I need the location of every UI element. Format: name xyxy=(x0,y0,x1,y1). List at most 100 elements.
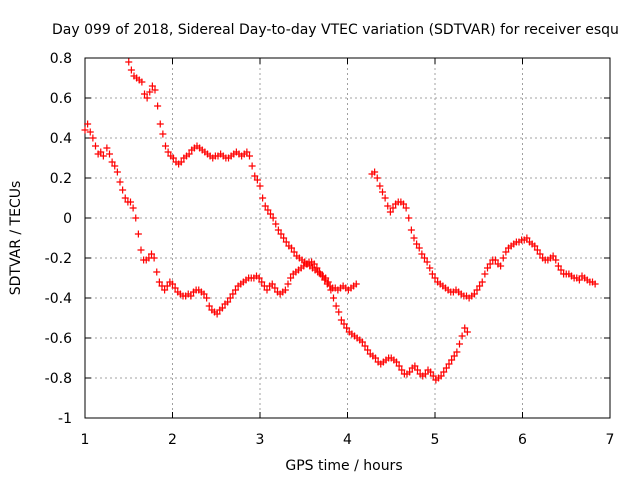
data-point xyxy=(407,226,415,234)
data-point xyxy=(476,282,484,290)
data-point xyxy=(470,290,478,298)
data-point xyxy=(499,254,507,262)
data-point xyxy=(463,328,471,336)
data-point xyxy=(405,214,413,222)
data-point xyxy=(155,278,163,286)
data-point xyxy=(81,126,89,134)
data-point xyxy=(429,372,437,380)
data-point xyxy=(423,258,431,266)
x-axis-label: GPS time / hours xyxy=(285,458,402,474)
data-point xyxy=(536,250,544,258)
data-point xyxy=(440,368,448,376)
data-point xyxy=(373,174,381,182)
data-point xyxy=(288,244,295,252)
x-tick-label: 7 xyxy=(606,432,615,448)
data-point xyxy=(108,158,116,166)
data-point xyxy=(337,316,345,324)
data-point xyxy=(450,352,458,360)
data-point xyxy=(164,148,172,156)
data-point xyxy=(343,324,351,332)
data-points xyxy=(81,58,599,384)
data-point xyxy=(330,294,337,302)
data-point xyxy=(431,274,439,282)
data-point xyxy=(243,148,251,156)
chart-title: Day 099 of 2018, Sidereal Day-to-day VTE… xyxy=(52,22,619,38)
data-point xyxy=(119,186,127,194)
data-point xyxy=(134,230,142,238)
data-point xyxy=(322,274,330,282)
data-point xyxy=(153,268,161,276)
data-point xyxy=(284,280,292,288)
data-point xyxy=(458,332,466,340)
data-point xyxy=(437,372,445,380)
data-point xyxy=(121,194,129,202)
data-point xyxy=(410,234,418,242)
data-point xyxy=(187,292,195,300)
data-point xyxy=(591,280,599,288)
data-point xyxy=(103,144,111,152)
data-point xyxy=(177,158,185,166)
data-point xyxy=(411,362,419,370)
data-point xyxy=(264,206,272,214)
data-point xyxy=(290,248,298,256)
data-point xyxy=(421,370,429,378)
y-tick-label: 0 xyxy=(63,211,72,227)
data-point xyxy=(427,368,435,376)
x-tick-label: 2 xyxy=(168,432,177,448)
data-point xyxy=(89,134,97,142)
data-point xyxy=(381,194,389,202)
y-tick-label: 0.6 xyxy=(50,91,72,107)
data-point xyxy=(200,290,208,298)
data-point xyxy=(141,90,148,98)
data-point xyxy=(361,342,369,350)
data-point xyxy=(371,168,379,176)
data-point xyxy=(125,58,133,66)
data-point xyxy=(253,176,261,184)
data-point xyxy=(393,358,400,366)
data-point xyxy=(461,324,469,332)
data-point xyxy=(486,260,494,268)
data-point xyxy=(159,130,167,138)
data-point xyxy=(151,86,159,94)
data-point xyxy=(481,270,489,278)
data-point xyxy=(421,254,428,262)
data-point xyxy=(246,152,253,160)
data-point xyxy=(358,338,366,346)
data-point xyxy=(332,302,340,310)
data-point xyxy=(232,286,239,294)
data-point xyxy=(267,210,274,218)
x-tick-label: 3 xyxy=(256,432,265,448)
data-point xyxy=(478,278,486,286)
data-point xyxy=(251,172,259,180)
y-tick-label: 0.8 xyxy=(50,51,72,67)
data-point xyxy=(156,120,164,128)
data-point xyxy=(280,234,288,242)
data-point xyxy=(340,320,348,328)
data-point xyxy=(99,152,107,160)
data-point xyxy=(148,250,155,258)
data-point xyxy=(229,290,237,298)
data-point xyxy=(398,366,406,374)
y-tick-label: 0.2 xyxy=(50,171,72,187)
data-point xyxy=(554,262,562,270)
data-point xyxy=(84,120,92,128)
data-point xyxy=(203,294,211,302)
y-tick-label: -0.8 xyxy=(45,371,72,387)
data-point xyxy=(414,366,421,374)
x-tick-label: 6 xyxy=(518,432,527,448)
data-point xyxy=(448,356,456,364)
x-tick-label: 5 xyxy=(431,432,440,448)
data-point xyxy=(379,188,386,196)
data-point xyxy=(163,282,171,290)
data-point xyxy=(269,214,277,222)
data-point xyxy=(129,204,137,212)
data-point xyxy=(258,278,266,286)
data-point xyxy=(86,128,94,136)
y-tick-label: -0.2 xyxy=(45,251,72,267)
data-point xyxy=(327,286,335,294)
y-tick-label: -0.6 xyxy=(45,331,72,347)
data-point xyxy=(324,278,332,286)
data-point xyxy=(376,182,384,190)
